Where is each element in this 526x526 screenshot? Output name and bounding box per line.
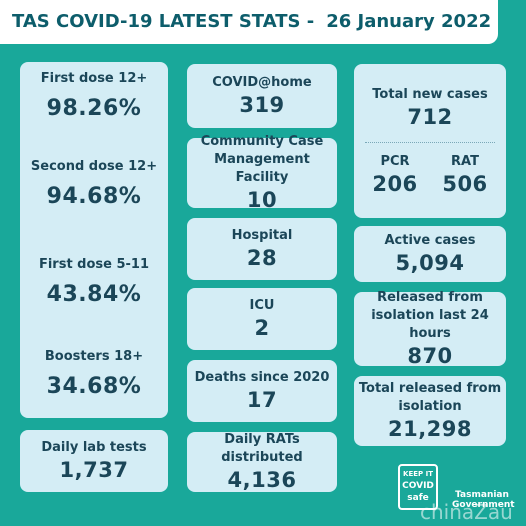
stat-value: 319	[239, 93, 285, 117]
stat-label: ICU	[249, 298, 275, 313]
stat-label: Hospital	[231, 228, 293, 243]
stat-label: PCR	[380, 153, 410, 169]
vaccination-stat: Second dose 12+ 94.68%	[20, 158, 168, 210]
stat-box: Released from isolation last 24 hours 870	[354, 290, 506, 368]
logo-text: KEEP IT	[403, 470, 433, 478]
stat-label: Total new cases	[372, 86, 488, 102]
stat-value: 1,737	[59, 458, 129, 482]
stat-label: Second dose 12+	[30, 159, 158, 174]
stat-label: RAT	[451, 153, 479, 169]
stat-box: Daily lab tests 1,737	[20, 430, 168, 492]
stat-value: 98.26%	[46, 96, 142, 121]
stat-value: 4,136	[227, 468, 297, 492]
stat-value: 28	[246, 246, 278, 270]
covid-safe-logo: KEEP IT COVID safe	[398, 464, 438, 510]
stat-label: First dose 5-11	[38, 257, 150, 272]
header: TAS COVID-19 LATEST STATS - 26 January 20…	[0, 0, 498, 44]
logo-text: COVID safe	[402, 481, 434, 503]
stat-label: Daily lab tests	[41, 440, 147, 455]
stat-value: 21,298	[387, 417, 473, 441]
stat-value: 34.68%	[46, 374, 142, 399]
date: 26 January 2022	[326, 11, 492, 32]
title: TAS COVID-19 LATEST STATS -	[12, 11, 315, 32]
vaccination-stat: First dose 5-11 43.84%	[20, 256, 168, 308]
stat-label: First dose 12+	[40, 71, 148, 86]
stat-value: 94.68%	[46, 184, 142, 209]
vaccination-stat: First dose 12+ 98.26%	[20, 70, 168, 122]
stat-box: Community Case Management Facility 10	[187, 134, 337, 212]
stat-value: 17	[246, 388, 278, 412]
government-logo: Tasmanian Government	[452, 490, 515, 510]
stat-value: 206	[372, 171, 418, 196]
stat-label: Community Case Management Facility	[200, 134, 324, 185]
vaccination-stat: Boosters 18+ 34.68%	[20, 348, 168, 400]
stat-value: 870	[407, 344, 453, 368]
stat-value: 2	[254, 316, 270, 340]
stat-label: Active cases	[384, 233, 476, 248]
stat-value: 43.84%	[46, 282, 142, 307]
stat-box: Deaths since 2020 17	[187, 360, 337, 422]
total-cases-box: Total new cases 712 PCR 206 RAT 506	[354, 64, 506, 218]
stat-label: Deaths since 2020	[194, 370, 330, 385]
stat-value: 10	[246, 188, 278, 212]
stat-value: 712	[407, 104, 453, 129]
divider	[365, 141, 495, 143]
stat-value: 506	[442, 171, 488, 196]
watermark: chinaZau	[420, 500, 513, 524]
stat-box: Daily RATs distributed 4,136	[187, 432, 337, 492]
stat-label: Total released from isolation	[358, 381, 502, 414]
stat-value: 5,094	[395, 251, 465, 275]
stat-label: Released from isolation last 24 hours	[371, 290, 489, 341]
vaccination-box: First dose 12+ 98.26% Second dose 12+ 94.68…	[20, 62, 168, 418]
stat-box: Active cases 5,094	[354, 226, 506, 282]
stat-box: COVID@home 319	[187, 64, 337, 128]
stat-box: ICU 2	[187, 288, 337, 350]
stat-label: Boosters 18+	[44, 349, 144, 364]
stat-label: COVID@home	[212, 75, 312, 90]
breakdown: PCR 206 RAT 506	[360, 153, 500, 197]
stat-label: Daily RATs distributed	[221, 432, 303, 465]
stat-box: Total released from isolation 21,298	[354, 376, 506, 446]
stat-box: Hospital 28	[187, 218, 337, 280]
